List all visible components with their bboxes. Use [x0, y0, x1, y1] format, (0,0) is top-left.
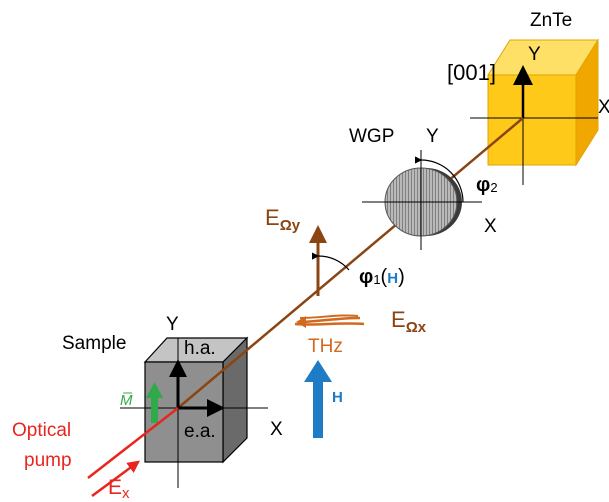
sample-cube — [120, 336, 268, 488]
hard-axis-label: h.a. — [184, 338, 216, 359]
optical-beam-path — [177, 117, 524, 409]
ex-label: Ex — [108, 476, 130, 502]
e-omega-y-label: EΩy — [265, 205, 301, 234]
easy-axis-label: e.a. — [184, 421, 216, 442]
phi1-angle-arc — [311, 252, 350, 271]
pump-label: pump — [24, 450, 72, 471]
thz-label: THz — [308, 336, 343, 357]
znte-001-label: [001] — [447, 60, 496, 85]
ex-polarization-arrow — [91, 460, 141, 498]
wgp-label: WGP — [349, 126, 394, 147]
znte-label: ZnTe — [530, 10, 572, 31]
znte-crystal — [470, 38, 599, 185]
phi2-angle-arc — [414, 156, 464, 203]
thz-wave-arrows — [294, 314, 365, 328]
sample-x-label: X — [270, 419, 283, 440]
znte-x-label: X — [598, 97, 609, 118]
wgp-x-label: X — [484, 216, 497, 237]
phi2-label: φ2 — [476, 174, 498, 196]
magnetization-arrow — [146, 382, 163, 423]
h-field-arrow — [304, 360, 332, 438]
magnetization-label: M̅ — [120, 392, 133, 409]
optical-pump-beam — [87, 407, 179, 479]
e-omega-x-label: EΩx — [391, 307, 427, 336]
sample-label: Sample — [62, 333, 126, 354]
phi1-label: φ1(H) — [359, 266, 405, 288]
znte-front-face — [487, 74, 577, 166]
znte-y-label: Y — [528, 44, 541, 65]
h-field-label: H — [332, 389, 343, 406]
optical-label: Optical — [12, 420, 71, 441]
wgp-y-label: Y — [426, 126, 439, 147]
wire-grid-polarizer — [362, 150, 482, 250]
sample-y-label: Y — [166, 314, 179, 335]
